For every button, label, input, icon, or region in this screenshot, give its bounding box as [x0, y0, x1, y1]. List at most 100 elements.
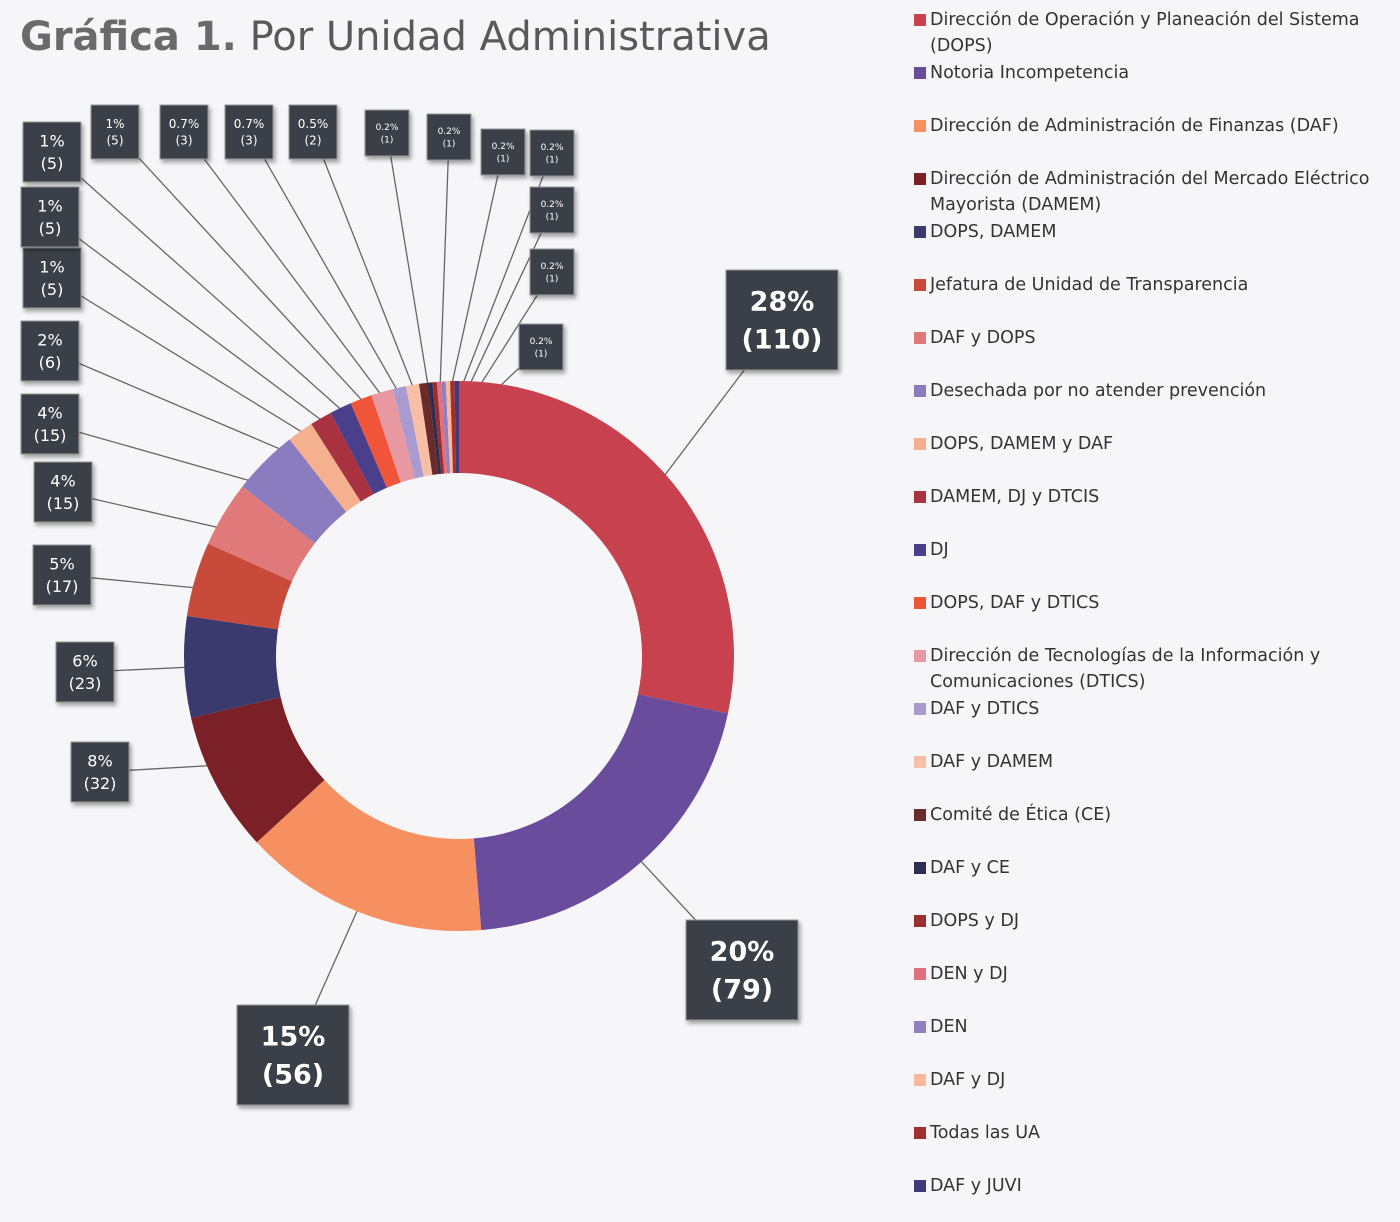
legend-item: Comité de Ética (CE): [914, 802, 1384, 828]
legend-item: DAMEM, DJ y DTCIS: [914, 484, 1384, 510]
legend-swatch: [914, 862, 926, 874]
legend-item: DAF y DOPS: [914, 325, 1384, 351]
legend-item: DAF y JUVI: [914, 1173, 1384, 1199]
data-label: 1% (5): [39, 131, 64, 172]
legend-item: DAF y DJ: [914, 1067, 1384, 1093]
legend-label: DEN: [930, 1017, 968, 1037]
legend-label: DOPS, DAMEM: [930, 222, 1057, 242]
donut-slice: [473, 694, 728, 931]
data-label: 0.5% (2): [298, 117, 329, 148]
legend-label: DAF y DTICS: [930, 699, 1040, 719]
data-label: 0.2% (1): [541, 200, 564, 223]
donut-slice: [330, 403, 387, 495]
legend-label: DAF y JUVI: [930, 1176, 1022, 1196]
legend-item: DOPS y DJ: [914, 908, 1384, 934]
legend-label: Notoria Incompetencia: [930, 63, 1130, 83]
label-box: [426, 113, 472, 161]
data-label: 6% (23): [69, 651, 102, 692]
data-label: 0.2% (1): [541, 262, 564, 285]
donut-slice: [427, 382, 442, 475]
legend-swatch: [914, 332, 926, 344]
leader-line: [183, 131, 410, 433]
label-box: [529, 129, 575, 177]
legend-label: Dirección de Tecnologías de la Informaci…: [930, 646, 1321, 692]
label-box: [725, 269, 839, 371]
data-label: 4% (15): [34, 403, 67, 444]
label-box: [159, 104, 209, 160]
legend-swatch: [914, 915, 926, 927]
data-label: 0.2% (1): [530, 337, 553, 360]
donut-slice: [432, 381, 445, 474]
legend-swatch: [914, 756, 926, 768]
data-label: 8% (32): [84, 751, 117, 792]
chart: 28% (110) 20% (79) 15% (56) 8% (32) 6% (23) 5% (17)…: [20, 104, 839, 1106]
donut: [184, 381, 734, 931]
data-label: 4% (15): [47, 471, 80, 512]
legend-item: Dirección de Tecnologías de la Informaci…: [914, 643, 1384, 695]
donut-slice: [186, 543, 292, 630]
donut-slice: [436, 381, 448, 474]
legend-swatch: [914, 1074, 926, 1086]
donut-slice: [392, 386, 424, 479]
leader-line: [51, 277, 345, 459]
legend-label: Desechada por no atender prevención: [930, 381, 1267, 401]
data-label: 5% (17): [46, 554, 79, 595]
legend-item: Dirección de Administración de Finanzas …: [914, 113, 1384, 139]
legend-item: DOPS, DAF y DTICS: [914, 590, 1384, 616]
legend-item: DAF y DAMEM: [914, 749, 1384, 775]
donut-slice: [311, 412, 374, 502]
label-box: [224, 104, 274, 160]
label-box: [22, 121, 82, 183]
legend-item: DJ: [914, 537, 1384, 563]
legend-swatch: [914, 968, 926, 980]
label-box: [236, 1004, 350, 1106]
legend-label: Dirección de Administración de Finanzas …: [930, 116, 1339, 136]
legend-swatch: [914, 1180, 926, 1192]
donut-slice: [350, 395, 401, 488]
label-box: [22, 247, 82, 309]
legend-item: Dirección de Operación y Planeación del …: [914, 7, 1384, 59]
legend-swatch: [914, 703, 926, 715]
legend-item: DAF y CE: [914, 855, 1384, 881]
legend-label: DJ: [930, 540, 949, 560]
leader-line: [49, 216, 361, 450]
donut-slice: [419, 382, 439, 475]
label-box: [20, 320, 80, 382]
donut-slice: [459, 381, 734, 714]
label-box: [70, 741, 130, 803]
data-label: 1% (5): [37, 196, 62, 237]
legend-swatch: [914, 809, 926, 821]
donut-slice: [191, 697, 325, 843]
legend-item: Desechada por no atender prevención: [914, 378, 1384, 404]
legend-swatch: [914, 597, 926, 609]
legend-item: Todas las UA: [914, 1120, 1384, 1146]
legend-label: DAF y DOPS: [930, 328, 1036, 348]
chart-title: Gráfica 1. Por Unidad Administrativa: [20, 14, 771, 60]
legend-item: Jefatura de Unidad de Transparencia: [914, 272, 1384, 298]
data-label: 1% (5): [39, 257, 64, 298]
legend-label: DAF y CE: [930, 858, 1010, 878]
label-box: [529, 248, 575, 296]
data-label: 15% (56): [261, 1022, 326, 1091]
data-label: 0.2% (1): [438, 127, 461, 150]
legend-label: Todas las UA: [930, 1123, 1040, 1143]
label-box: [55, 641, 115, 703]
legend-label: DOPS, DAMEM y DAF: [930, 434, 1114, 454]
label-box: [90, 104, 140, 160]
legend-label: DAF y DJ: [930, 1070, 1006, 1090]
legend-swatch: [914, 226, 926, 238]
legend-label: DOPS y DJ: [930, 911, 1020, 931]
leader-line: [386, 132, 436, 429]
legend-item: Notoria Incompetencia: [914, 60, 1384, 86]
data-label: 2% (6): [37, 330, 62, 371]
label-box: [32, 544, 92, 606]
leader-line: [248, 131, 421, 431]
legend-swatch: [914, 1127, 926, 1139]
legend-swatch: [914, 1021, 926, 1033]
legend-label: Jefatura de Unidad de Transparencia: [930, 275, 1249, 295]
donut-slice: [371, 389, 415, 483]
data-labels: 28% (110) 20% (79) 15% (56) 8% (32) 6% (23) 5% (17)…: [20, 104, 839, 1106]
legend-item: Dirección de Administración del Mercado …: [914, 166, 1384, 218]
legend-swatch: [914, 491, 926, 503]
